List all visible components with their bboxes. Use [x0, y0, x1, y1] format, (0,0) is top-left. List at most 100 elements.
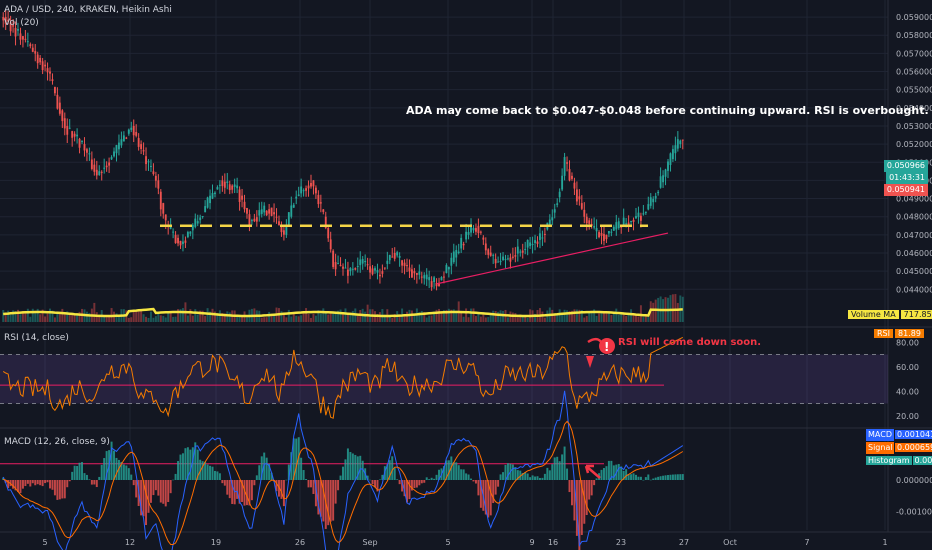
macd-histogram-bar: [416, 480, 418, 488]
macd-histogram-bar: [285, 480, 287, 481]
candle-body: [574, 183, 576, 189]
volume-bar: [320, 314, 322, 322]
candle-body: [111, 157, 113, 159]
candle-body: [517, 247, 519, 254]
macd-histogram-bar: [421, 480, 423, 483]
candle-body: [377, 270, 379, 273]
macd-histogram-bar: [475, 480, 477, 484]
candle-body: [300, 187, 302, 194]
macd-histogram-bar: [660, 476, 662, 480]
main-annotation: ADA may come back to $0.047-$0.048 befor…: [406, 104, 929, 117]
candle-body: [571, 176, 573, 179]
macd-tag-value: 0.001041: [895, 430, 932, 439]
volume-bar: [312, 314, 314, 322]
macd-histogram-bar: [19, 480, 21, 493]
macd-histogram-bar: [596, 478, 598, 480]
macd-histogram-bar: [396, 479, 398, 480]
macd-histogram-bar: [79, 463, 81, 480]
volume-bar: [647, 317, 649, 322]
volume-bar: [465, 308, 467, 322]
macd-histogram-bar: [295, 439, 297, 480]
volume-bar: [672, 294, 674, 322]
volume-ma-tag: Volume MA717.854K: [848, 309, 932, 321]
macd-histogram-bar: [209, 466, 211, 480]
candle-body: [660, 176, 662, 187]
macd-histogram-bar: [655, 478, 657, 480]
volume-bar: [273, 316, 275, 322]
macd-histogram-bar: [665, 475, 667, 480]
volume-bar: [352, 311, 354, 322]
candle-body: [113, 151, 115, 156]
macd-histogram-bar: [635, 475, 637, 480]
macd-histogram-bar: [76, 466, 78, 480]
volume-bar: [598, 313, 600, 322]
candle-body: [202, 216, 204, 217]
candle-body: [106, 166, 108, 168]
candle-body: [224, 182, 226, 188]
volume-bar: [128, 318, 130, 322]
candle-body: [490, 253, 492, 256]
candle-body: [613, 227, 615, 231]
macd-histogram-bar: [189, 450, 191, 480]
candle-body: [507, 258, 509, 259]
candle-body: [674, 145, 676, 153]
macd-histogram-bar: [539, 478, 541, 480]
candle-body: [207, 197, 209, 207]
rsi-pane: !: [0, 337, 888, 418]
candle-body: [133, 126, 135, 135]
macd-histogram-bar: [184, 448, 186, 480]
macd-histogram-bar: [86, 475, 88, 480]
volume-bar: [541, 312, 543, 322]
macd-histogram-bar: [310, 480, 312, 487]
macd-histogram-bar: [423, 480, 425, 483]
candle-body: [192, 225, 194, 230]
volume-bar: [438, 309, 440, 322]
candle-body: [86, 149, 88, 152]
volume-bar: [310, 318, 312, 322]
macd-histogram-bar: [369, 480, 371, 481]
prev-price-tag: 0.050941: [884, 184, 928, 196]
macd-histogram-bar: [335, 480, 337, 504]
macd-histogram-bar: [561, 454, 563, 480]
volume-bar: [295, 316, 297, 322]
macd-histogram-bar: [229, 480, 231, 498]
candle-body: [22, 36, 24, 39]
macd-histogram-bar: [202, 461, 204, 480]
volume-bar: [347, 314, 349, 322]
candle-body: [512, 257, 514, 258]
candle-body: [219, 185, 221, 186]
candle-body: [638, 213, 640, 218]
x-tick-label: 12: [125, 538, 135, 547]
volume-bar: [315, 316, 317, 322]
candle-body: [239, 189, 241, 201]
candle-body: [586, 217, 588, 223]
macd-histogram-bar: [219, 473, 221, 480]
macd-histogram-bar: [180, 455, 182, 480]
price-tick-label: 0.052000: [896, 140, 932, 149]
macd-histogram-bar: [354, 455, 356, 480]
macd-histogram-bar: [566, 469, 568, 480]
volume-bar: [487, 317, 489, 322]
x-tick-label: 5: [42, 538, 47, 547]
candle-body: [374, 268, 376, 270]
macd-histogram-bar: [359, 456, 361, 480]
macd-histogram-bar: [212, 467, 214, 480]
macd-histogram-bar: [47, 480, 49, 482]
candle-body: [47, 68, 49, 72]
candle-body: [71, 131, 73, 138]
candle-body: [347, 270, 349, 276]
volume-bar: [133, 312, 135, 322]
candle-body: [647, 204, 649, 209]
volume-bar: [182, 308, 184, 322]
volume-bar: [106, 317, 108, 322]
candle-body: [266, 211, 268, 215]
macd-histogram-bar: [226, 480, 228, 495]
macd-histogram-bar: [152, 480, 154, 495]
volume-bar: [485, 317, 487, 322]
candle-body: [477, 226, 479, 233]
macd-histogram-bar: [96, 480, 98, 487]
volume-bar: [502, 311, 504, 322]
volume-bar: [588, 312, 590, 322]
macd-histogram-bar: [541, 478, 543, 480]
